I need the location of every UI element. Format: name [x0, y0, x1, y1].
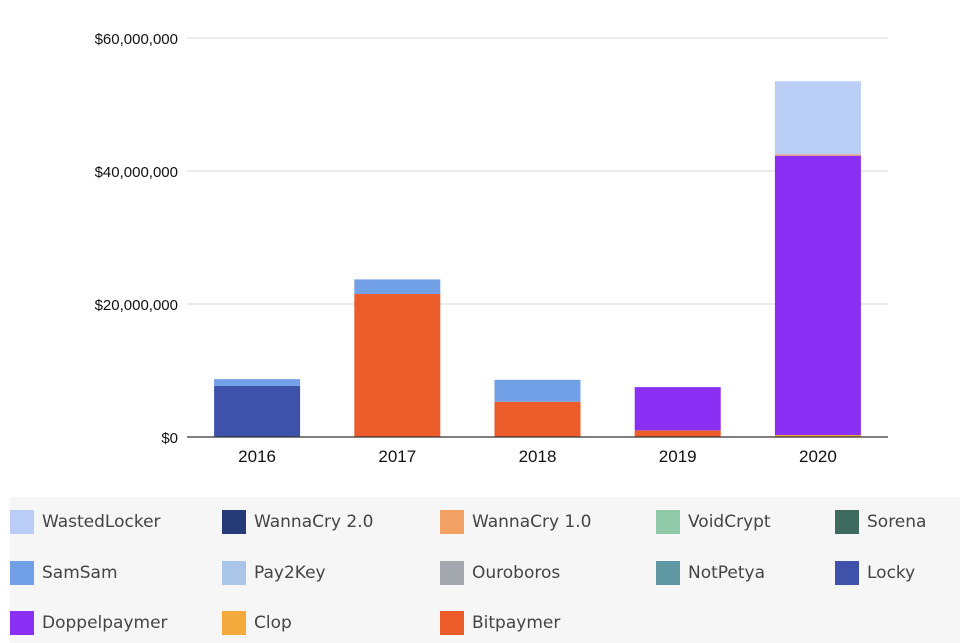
- legend-swatch: [10, 611, 34, 635]
- legend-item: SamSam: [10, 560, 118, 586]
- chart-area: $0 $20,000,000 $40,000,000 $60,000,000 2016…: [94, 31, 888, 466]
- x-tick-label: 2018: [519, 447, 557, 466]
- legend-swatch: [10, 561, 34, 585]
- bar-segment-samsam-2018: [494, 379, 581, 402]
- legend-swatch: [440, 611, 464, 635]
- legend-label: Locky: [867, 563, 916, 583]
- legend-item: Doppelpaymer: [10, 610, 168, 636]
- y-axis-tick-labels: $0 $20,000,000 $40,000,000 $60,000,000: [95, 31, 178, 447]
- bars: [214, 81, 861, 437]
- bar-segment-samsam-2016: [214, 379, 301, 386]
- bar-segment-clop-2020: [774, 435, 861, 437]
- legend-swatch: [656, 510, 680, 534]
- bar-segment-bitpaymer-2019: [634, 430, 721, 437]
- legend-label: SamSam: [42, 563, 118, 583]
- y-tick-label: $0: [161, 430, 178, 447]
- legend-swatch: [440, 561, 464, 585]
- legend-item: Sorena: [835, 509, 926, 535]
- legend-item: Bitpaymer: [440, 610, 560, 636]
- legend-label: Pay2Key: [254, 563, 326, 583]
- legend-label: Bitpaymer: [472, 613, 561, 633]
- y-tick-label: $20,000,000: [95, 297, 178, 314]
- bar-segment-bitpaymer-2017: [354, 294, 441, 437]
- legend-label: Ouroboros: [472, 563, 561, 583]
- legend-label: WannaCry 1.0: [472, 512, 592, 532]
- y-tick-label: $60,000,000: [95, 31, 178, 48]
- legend-label: WastedLocker: [42, 512, 161, 532]
- bar-segment-locky-2016: [214, 385, 301, 437]
- legend-item: VoidCrypt: [656, 509, 771, 535]
- legend-item: Clop: [222, 610, 292, 636]
- legend-swatch: [440, 510, 464, 534]
- y-tick-label: $40,000,000: [95, 164, 178, 181]
- legend-label: Sorena: [867, 512, 927, 532]
- legend-item: Locky: [835, 560, 915, 586]
- bar-segment-wannacry-1-0-2020: [774, 154, 861, 156]
- x-tick-label: 2019: [659, 447, 697, 466]
- legend-label: Clop: [254, 613, 292, 633]
- legend-item: NotPetya: [656, 560, 765, 586]
- bar-segment-wastedlocker-2020: [774, 81, 861, 155]
- legend-swatch: [835, 510, 859, 534]
- legend-item: Pay2Key: [222, 560, 326, 586]
- x-axis-tick-labels: 2016 2017 2018 2019 2020: [238, 447, 837, 466]
- legend-swatch: [222, 561, 246, 585]
- x-tick-label: 2020: [799, 447, 837, 466]
- x-tick-label: 2017: [378, 447, 416, 466]
- legend: WastedLocker WannaCry 2.0 WannaCry 1.0 Void…: [10, 497, 960, 643]
- bar-segment-samsam-2017: [354, 279, 441, 295]
- legend-label: WannaCry 2.0: [254, 512, 374, 532]
- legend-label: NotPetya: [688, 563, 766, 583]
- legend-label: VoidCrypt: [688, 512, 771, 532]
- bar-segment-doppelpaymer-2020: [774, 155, 861, 436]
- legend-swatch: [222, 611, 246, 635]
- bar-segment-bitpaymer-2018: [494, 401, 581, 437]
- stacked-bar-chart: $0 $20,000,000 $40,000,000 $60,000,000 2016…: [95, 31, 888, 466]
- grid-lines: [187, 37, 888, 305]
- legend-item: Ouroboros: [440, 560, 560, 586]
- legend-label: Doppelpaymer: [42, 613, 168, 633]
- legend-swatch: [222, 510, 246, 534]
- x-tick-label: 2016: [238, 447, 276, 466]
- bar-segment-doppelpaymer-2019: [634, 387, 721, 431]
- legend-swatch: [835, 561, 859, 585]
- legend-item: WannaCry 2.0: [222, 509, 373, 535]
- legend-item: WannaCry 1.0: [440, 509, 591, 535]
- legend-swatch: [656, 561, 680, 585]
- legend-swatch: [10, 510, 34, 534]
- legend-item: WastedLocker: [10, 509, 161, 535]
